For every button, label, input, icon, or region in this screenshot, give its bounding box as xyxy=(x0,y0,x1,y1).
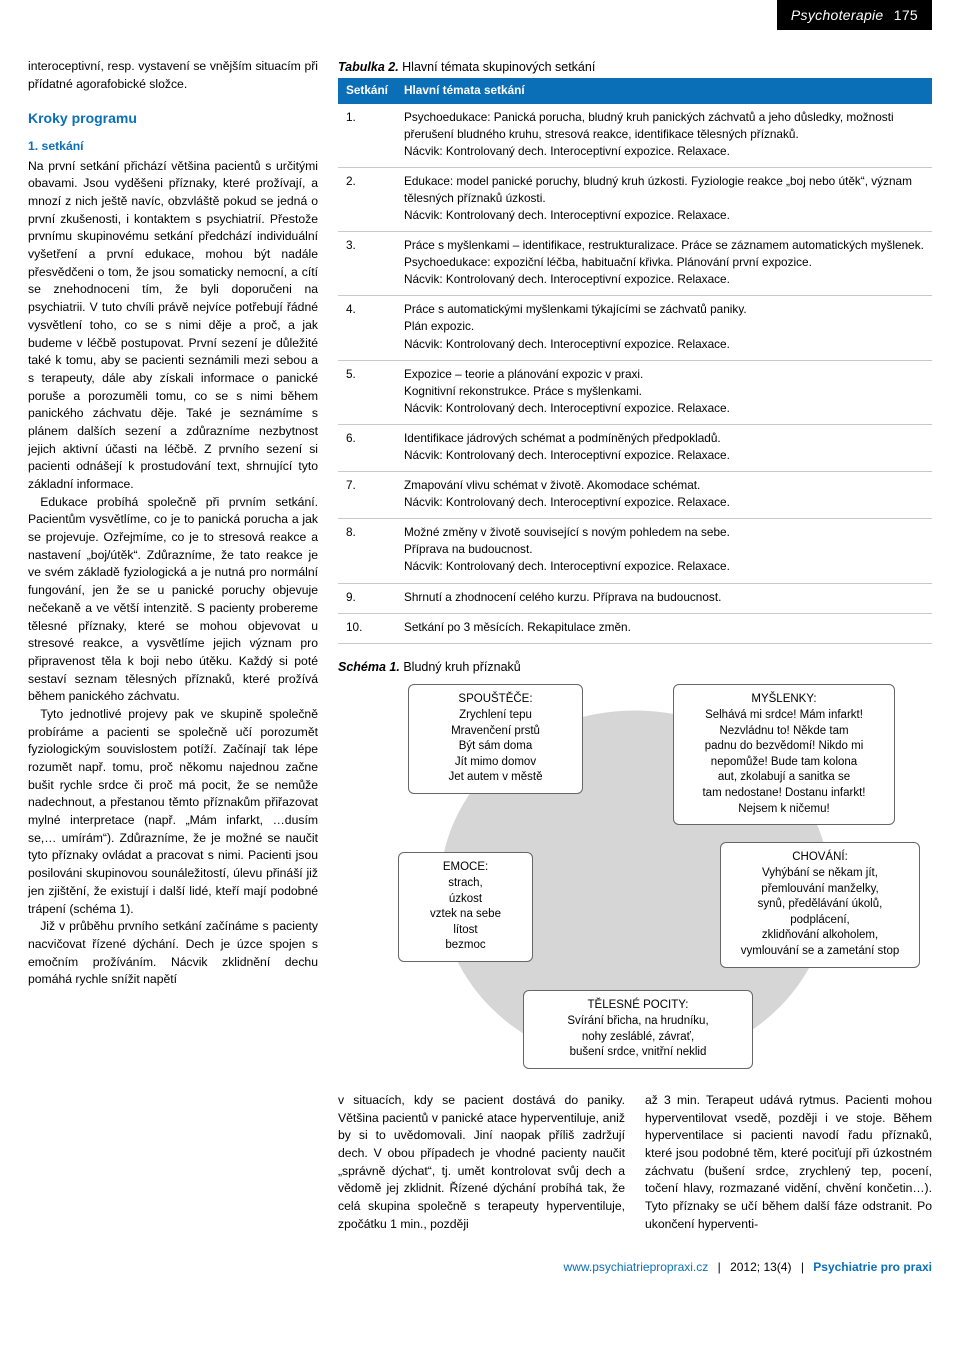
table-cell-n: 10. xyxy=(338,613,396,643)
table-row: 7.Zmapování vlivu schémat v životě. Akom… xyxy=(338,472,932,519)
left-p3: Tyto jednotlivé projevy pak ve skupině s… xyxy=(28,706,318,918)
table-cell-text: Zmapování vlivu schémat v životě. Akomod… xyxy=(396,472,932,519)
table-cell-text: Expozice – teorie a plánování expozic v … xyxy=(396,360,932,424)
table-cell-text: Práce s myšlenkami – identifikace, restr… xyxy=(396,232,932,296)
table-cell-text: Identifikace jádrových schémat a podmíně… xyxy=(396,424,932,471)
node-emotions: EMOCE: strach,úzkostvztek na sebelítostb… xyxy=(398,852,533,962)
footer-site: www.psychiatriepropraxi.cz xyxy=(564,1260,709,1274)
right-column: Tabulka 2. Hlavní témata skupinových set… xyxy=(338,58,932,1233)
node-body: TĚLESNÉ POCITY: Svírání břicha, na hrudn… xyxy=(523,990,753,1069)
node-thoughts-body: Selhává mi srdce! Mám infarkt!Nezvládnu … xyxy=(702,709,865,814)
node-behavior-title: CHOVÁNÍ: xyxy=(731,850,909,866)
table-cell-text: Možné změny v životě související s novým… xyxy=(396,519,932,583)
step-1-heading: 1. setkání xyxy=(28,138,318,156)
node-triggers: SPOUŠTĚČE: Zrychlení tepuMravenčení prst… xyxy=(408,684,583,794)
table-row: 3.Práce s myšlenkami – identifikace, res… xyxy=(338,232,932,296)
table-row: 1.Psychoedukace: Panická porucha, bludný… xyxy=(338,104,932,168)
table-cell-n: 7. xyxy=(338,472,396,519)
table-cell-text: Edukace: model panické poruchy, bludný k… xyxy=(396,167,932,231)
table-row: 4.Práce s automatickými myšlenkami týkaj… xyxy=(338,296,932,360)
table-cell-n: 5. xyxy=(338,360,396,424)
node-thoughts: MYŠLENKY: Selhává mi srdce! Mám infarkt!… xyxy=(673,684,895,825)
table-row: 6.Identifikace jádrových schémat a podmí… xyxy=(338,424,932,471)
schema-caption-label: Schéma 1. xyxy=(338,660,400,674)
kroky-heading: Kroky programu xyxy=(28,108,318,128)
bottom-col-b: až 3 min. Terapeut udává rytmus. Pacient… xyxy=(645,1092,932,1234)
bottom-col-a: v situacích, kdy se pacient dostává do p… xyxy=(338,1092,625,1234)
table-row: 2.Edukace: model panické poruchy, bludný… xyxy=(338,167,932,231)
bottom-two-columns: v situacích, kdy se pacient dostává do p… xyxy=(338,1092,932,1234)
table-cell-n: 1. xyxy=(338,104,396,168)
table-row: 5.Expozice – teorie a plánování expozic … xyxy=(338,360,932,424)
node-emotions-body: strach,úzkostvztek na sebelítostbezmoc xyxy=(430,877,501,951)
node-body-title: TĚLESNÉ POCITY: xyxy=(534,998,742,1014)
table-caption: Tabulka 2. Hlavní témata skupinových set… xyxy=(338,58,932,76)
left-column: interoceptivní, resp. vystavení se vnějš… xyxy=(28,58,318,1233)
topics-table-body: 1.Psychoedukace: Panická porucha, bludný… xyxy=(338,104,932,644)
table-row: 9.Shrnutí a zhodnocení celého kurzu. Pří… xyxy=(338,583,932,613)
section-tag: Psychoterapie 175 xyxy=(777,0,932,30)
page-footer: www.psychiatriepropraxi.cz | 2012; 13(4)… xyxy=(28,1259,932,1276)
main-columns: interoceptivní, resp. vystavení se vnějš… xyxy=(28,58,932,1233)
section-name: Psychoterapie xyxy=(791,7,884,23)
table-cell-n: 9. xyxy=(338,583,396,613)
node-body-body: Svírání břicha, na hrudníku,nohy zeslábl… xyxy=(567,1015,708,1058)
node-behavior: CHOVÁNÍ: Vyhýbání se někam jít,přemlouvá… xyxy=(720,842,920,968)
left-p2: Edukace probíhá společně při prvním setk… xyxy=(28,494,318,706)
footer-issue: 2012; 13(4) xyxy=(730,1260,791,1274)
table-row: 10.Setkání po 3 měsících. Rekapitulace z… xyxy=(338,613,932,643)
table-caption-label: Tabulka 2. xyxy=(338,60,399,74)
table-cell-n: 4. xyxy=(338,296,396,360)
lead-paragraph: interoceptivní, resp. vystavení se vnějš… xyxy=(28,58,318,93)
schema-caption: Schéma 1. Bludný kruh příznaků xyxy=(338,658,932,676)
table-row: 8.Možné změny v životě související s nov… xyxy=(338,519,932,583)
footer-sep-1: | xyxy=(718,1260,721,1274)
table-head-temata: Hlavní témata setkání xyxy=(396,78,932,103)
schema-caption-text: Bludný kruh příznaků xyxy=(403,660,520,674)
table-cell-n: 2. xyxy=(338,167,396,231)
footer-sep-2: | xyxy=(801,1260,804,1274)
table-cell-n: 6. xyxy=(338,424,396,471)
table-head-setkani: Setkání xyxy=(338,78,396,103)
node-behavior-body: Vyhýbání se někam jít,přemlouvání manžel… xyxy=(741,867,900,957)
table-cell-text: Psychoedukace: Panická porucha, bludný k… xyxy=(396,104,932,168)
table-caption-text: Hlavní témata skupinových setkání xyxy=(402,60,595,74)
node-thoughts-title: MYŠLENKY: xyxy=(684,692,884,708)
table-cell-text: Práce s automatickými myšlenkami týkajíc… xyxy=(396,296,932,360)
left-p4: Již v průběhu prvního setkání začínáme s… xyxy=(28,918,318,989)
table-cell-text: Shrnutí a zhodnocení celého kurzu. Přípr… xyxy=(396,583,932,613)
node-triggers-title: SPOUŠTĚČE: xyxy=(419,692,572,708)
table-cell-n: 3. xyxy=(338,232,396,296)
left-p1: Na první setkání přichází většina pacien… xyxy=(28,158,318,494)
node-emotions-title: EMOCE: xyxy=(409,860,522,876)
page-header: Psychoterapie 175 xyxy=(28,0,932,30)
topics-table: Setkání Hlavní témata setkání 1.Psychoed… xyxy=(338,78,932,643)
table-cell-n: 8. xyxy=(338,519,396,583)
footer-journal: Psychiatrie pro praxi xyxy=(813,1260,932,1274)
schema-diagram: SPOUŠTĚČE: Zrychlení tepuMravenčení prst… xyxy=(338,680,932,1080)
node-triggers-body: Zrychlení tepuMravenčení prstůBýt sám do… xyxy=(449,709,543,783)
page-number: 175 xyxy=(894,7,918,23)
table-cell-text: Setkání po 3 měsících. Rekapitulace změn… xyxy=(396,613,932,643)
